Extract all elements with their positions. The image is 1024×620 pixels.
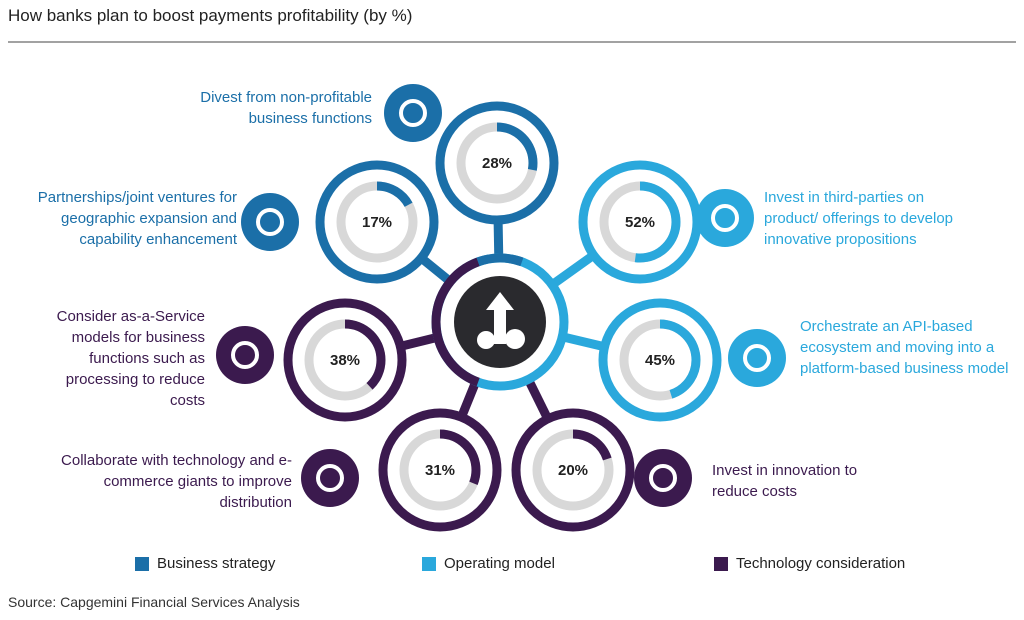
- item-icon: [728, 329, 786, 387]
- legend-label: Operating model: [444, 555, 555, 572]
- legend-swatch: [714, 556, 728, 571]
- item-icon-glyph: [256, 208, 284, 236]
- item-icon-glyph: [711, 204, 739, 232]
- item-icon: [634, 449, 692, 507]
- legend-entry: Technology consideration: [714, 555, 905, 572]
- chart-title: How banks plan to boost payments profita…: [8, 6, 413, 25]
- hub-arc: [476, 253, 524, 267]
- hub-icon: [477, 331, 495, 349]
- item-label: Consider as-a-Service models for busines…: [56, 308, 205, 409]
- gauge-arc: [304, 319, 386, 401]
- gauge-arc: [336, 181, 418, 263]
- hub-icon: [505, 329, 525, 349]
- item-icon-glyph: [399, 99, 427, 127]
- value-label: 20%: [558, 462, 588, 479]
- gauge-arc: [456, 122, 538, 204]
- legend-swatch: [422, 556, 436, 571]
- item-label: Invest in third-parties on product/ offe…: [764, 189, 954, 248]
- item-icon: [384, 84, 442, 142]
- item-icon-glyph: [316, 464, 344, 492]
- legend-entry: Business strategy: [135, 555, 275, 572]
- value-label: 45%: [645, 352, 675, 369]
- gauge-arc: [399, 429, 481, 511]
- hub-icon: [486, 292, 514, 344]
- item-icon-glyph: [649, 464, 677, 492]
- value-label: 52%: [625, 214, 655, 231]
- value-label: 17%: [362, 214, 392, 231]
- item-icon: [696, 189, 754, 247]
- item-icon: [241, 193, 299, 251]
- source-note: Source: Capgemini Financial Services Ana…: [8, 594, 300, 610]
- legend-label: Technology consideration: [736, 555, 906, 572]
- gauge-arc: [619, 319, 701, 401]
- legend-swatch: [135, 556, 149, 571]
- value-label: 31%: [425, 462, 455, 479]
- gauge-arc: [599, 181, 681, 263]
- value-label: 38%: [330, 352, 360, 369]
- item-icon-glyph: [231, 341, 259, 369]
- item-label: Divest from non-profitable business func…: [200, 89, 372, 127]
- item-label: Collaborate with technology and e-commer…: [61, 452, 292, 511]
- legend-entry: Operating model: [422, 555, 555, 572]
- value-label: 28%: [482, 155, 512, 172]
- item-icon: [301, 449, 359, 507]
- item-icon-glyph: [743, 344, 771, 372]
- item-label: Partnerships/joint ventures for geograph…: [37, 189, 237, 248]
- legend-label: Business strategy: [157, 555, 276, 572]
- item-icon: [216, 326, 274, 384]
- item-label: Orchestrate an API-based ecosystem and m…: [800, 318, 1009, 377]
- item-label: Invest in innovation to reduce costs: [712, 462, 858, 500]
- gauge-arc: [532, 429, 614, 511]
- hub-arc: [431, 257, 480, 387]
